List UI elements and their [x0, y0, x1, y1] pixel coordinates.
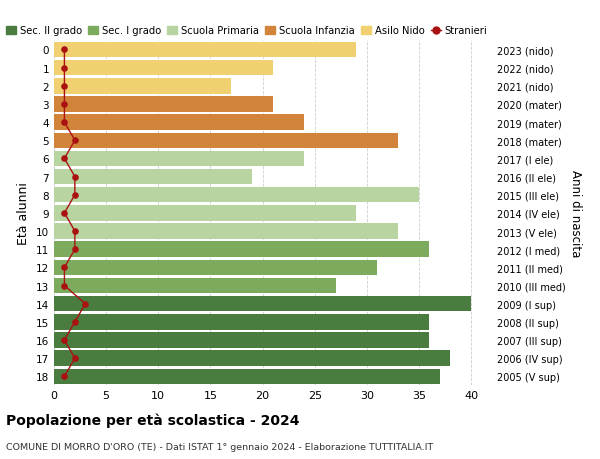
Bar: [54, 169, 252, 185]
Text: COMUNE DI MORRO D'ORO (TE) - Dati ISTAT 1° gennaio 2024 - Elaborazione TUTTITALI: COMUNE DI MORRO D'ORO (TE) - Dati ISTAT …: [6, 442, 433, 451]
Bar: [54, 297, 471, 312]
Point: [70, 355, 80, 362]
Bar: [54, 79, 231, 94]
Y-axis label: Anni di nascita: Anni di nascita: [569, 170, 582, 257]
Point: [70, 228, 80, 235]
Bar: [54, 278, 335, 294]
Text: Popolazione per età scolastica - 2024: Popolazione per età scolastica - 2024: [6, 413, 299, 428]
Point: [59, 65, 69, 72]
Y-axis label: Età alunni: Età alunni: [17, 182, 31, 245]
Point: [70, 192, 80, 199]
Bar: [54, 97, 273, 112]
Bar: [54, 333, 430, 348]
Point: [59, 101, 69, 108]
Point: [70, 174, 80, 181]
Point: [59, 83, 69, 90]
Bar: [54, 224, 398, 239]
Point: [59, 264, 69, 271]
Bar: [54, 369, 440, 384]
Point: [59, 373, 69, 380]
Bar: [54, 115, 304, 130]
Point: [59, 119, 69, 127]
Legend: Sec. II grado, Sec. I grado, Scuola Primaria, Scuola Infanzia, Asilo Nido, Stran: Sec. II grado, Sec. I grado, Scuola Prim…: [2, 22, 491, 40]
Bar: [54, 151, 304, 167]
Point: [70, 246, 80, 253]
Bar: [54, 242, 430, 257]
Point: [70, 137, 80, 145]
Point: [70, 319, 80, 326]
Bar: [54, 206, 356, 221]
Bar: [54, 188, 419, 203]
Point: [59, 210, 69, 217]
Point: [59, 47, 69, 54]
Bar: [54, 260, 377, 275]
Point: [59, 282, 69, 290]
Point: [59, 336, 69, 344]
Point: [80, 300, 90, 308]
Bar: [54, 43, 356, 58]
Point: [59, 156, 69, 163]
Bar: [54, 61, 273, 76]
Bar: [54, 351, 450, 366]
Bar: [54, 133, 398, 149]
Bar: [54, 314, 430, 330]
